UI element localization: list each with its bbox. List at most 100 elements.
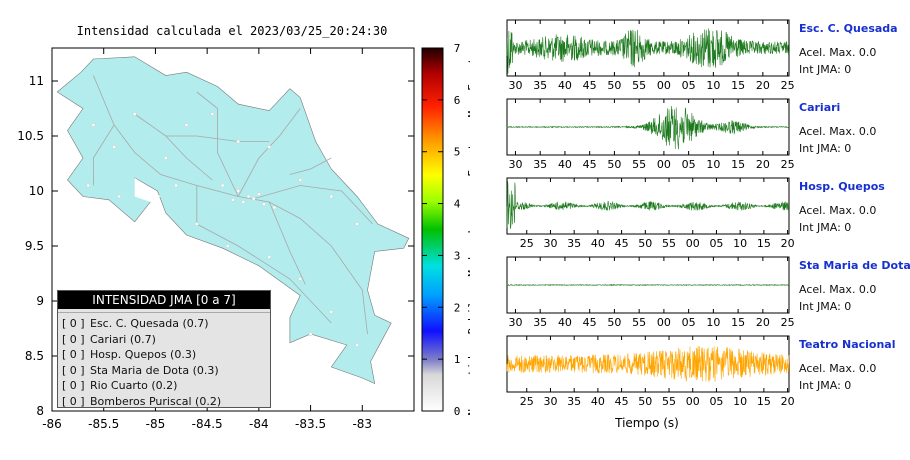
colorbar-labels: Muy Fuerte Fuerte Moderado Debil No sentido	[466, 51, 470, 415]
trace-tick-label: 25	[781, 79, 795, 92]
waveform-line	[506, 346, 790, 382]
trace-tick-label: 35	[567, 237, 581, 250]
trace-tick-label: 50	[607, 158, 621, 171]
time-axis-label: Tiempo (s)	[614, 416, 679, 430]
map-x-tick-label: -83.5	[295, 417, 326, 431]
station-accel-max: Acel. Max. 0.0	[799, 283, 877, 296]
road-network	[93, 75, 373, 335]
trace-tick-label: 20	[781, 237, 795, 250]
trace-tick-label: 35	[533, 316, 547, 329]
legend-row: [ 0 ] Rio Cuarto (0.2)	[62, 378, 266, 394]
trace-tick-label: 30	[508, 316, 522, 329]
station-name: Hosp. Quepos	[799, 180, 885, 193]
map-y-tick-label: 9.5	[25, 239, 44, 253]
trace-tick-label: 05	[709, 395, 723, 408]
station-name: Teatro Nacional	[799, 338, 896, 351]
colorbar-category-label: Moderado	[466, 224, 470, 277]
legend-row-code: [ 0 ]	[62, 348, 85, 361]
trace-tick-label: 15	[731, 79, 745, 92]
seismogram-trace-panel: 25 30 35 40 45 50 55 00 05 10 15 20	[506, 335, 795, 408]
trace-tick-label: 10	[706, 316, 720, 329]
station-accel-max: Acel. Max. 0.0	[799, 362, 877, 375]
trace-tick-label: 05	[682, 158, 696, 171]
intensity-map: Intensidad calculada el 2023/03/25_20:24…	[17, 24, 470, 431]
trace-tick-label: 55	[662, 395, 676, 408]
legend-row: [ 0 ] Cariari (0.7)	[62, 332, 266, 348]
waveform-line	[506, 28, 790, 74]
station-jma-intensity: Int JMA: 0	[799, 142, 852, 155]
colorbar-tick-label: 3	[454, 249, 461, 262]
seismogram-trace-panel: 30 35 40 45 50 55 00 05 10 15 20 25	[506, 256, 795, 329]
trace-tick-label: 25	[520, 395, 534, 408]
station-name: Esc. C. Quesada	[799, 22, 898, 35]
seismogram-trace-panel: 30 35 40 45 50 55 00 05 10 15 20 25	[506, 98, 795, 171]
colorbar-tick-label: 6	[454, 94, 461, 107]
trace-tick-label: 00	[686, 395, 700, 408]
station-name: Cariari	[799, 101, 841, 114]
waveform-line	[506, 180, 790, 229]
trace-tick-label: 40	[591, 237, 605, 250]
trace-tick-label: 50	[607, 316, 621, 329]
map-y-axis: 11 10.5 10 9.5 9 8.5 8	[17, 74, 414, 418]
legend-row-code: [ 0 ]	[62, 332, 85, 346]
station-accel-max: Acel. Max. 0.0	[799, 204, 877, 217]
trace-tick-label: 45	[615, 237, 629, 250]
trace-tick-label: 25	[781, 158, 795, 171]
intensity-colorbar	[421, 47, 444, 412]
intensity-legend: INTENSIDAD JMA [0 a 7] [ 0 ] Esc. C. Ques…	[57, 290, 271, 408]
station-jma-intensity: Int JMA: 0	[799, 63, 852, 76]
station-accel-max: Acel. Max. 0.0	[799, 46, 877, 59]
trace-tick-label: 05	[682, 316, 696, 329]
trace-tick-label: 45	[583, 79, 597, 92]
trace-tick-label: 15	[731, 316, 745, 329]
trace-tick-label: 35	[533, 79, 547, 92]
legend-row: [ 0 ] Sta Maria de Dota (0.3)	[62, 363, 266, 379]
trace-tick-label: 30	[508, 79, 522, 92]
legend-header: INTENSIDAD JMA [0 a 7]	[58, 291, 270, 309]
trace-tick-label: 00	[657, 316, 671, 329]
trace-tick-label: 00	[657, 79, 671, 92]
colorbar-category-label: Fuerte	[466, 137, 470, 177]
trace-tick-label: 40	[591, 395, 605, 408]
waveform-line	[506, 283, 790, 287]
legend-row-code: [ 0 ]	[62, 394, 85, 408]
map-y-tick-label: 8	[36, 404, 44, 418]
trace-tick-label: 10	[733, 237, 747, 250]
trace-tick-label: 50	[638, 237, 652, 250]
trace-tick-label: 30	[543, 395, 557, 408]
map-frame	[51, 47, 415, 412]
trace-tick-label: 15	[757, 395, 771, 408]
trace-tick-label: 05	[709, 237, 723, 250]
colorbar-tick-label: 1	[454, 353, 461, 366]
colorbar-tick-label: 7	[454, 42, 461, 55]
trace-tick-label: 50	[638, 395, 652, 408]
station-jma-intensity: Int JMA: 0	[799, 379, 852, 392]
trace-tick-label: 20	[756, 316, 770, 329]
trace-tick-label: 55	[632, 316, 646, 329]
trace-tick-label: 50	[607, 79, 621, 92]
colorbar-tick-label: 4	[454, 198, 461, 211]
station-jma-intensity: Int JMA: 0	[799, 221, 852, 234]
legend-row: [ 0 ] Bomberos Puriscal (0.2)	[62, 394, 266, 410]
legend-row-label: Hosp. Quepos (0.3)	[90, 348, 197, 361]
legend-row-label: Cariari (0.7)	[90, 332, 156, 346]
trace-tick-label: 45	[583, 316, 597, 329]
colorbar-tick-label: 0	[454, 405, 461, 418]
trace-tick-label: 25	[520, 237, 534, 250]
colorbar-tick-label: 2	[454, 301, 461, 314]
legend-row: [ 0 ] Esc. C. Quesada (0.7)	[62, 316, 266, 332]
station-markers	[86, 112, 359, 347]
trace-tick-label: 40	[558, 158, 572, 171]
colorbar-category-label: Muy Fuerte	[466, 51, 470, 117]
trace-tick-label: 45	[583, 158, 597, 171]
seismogram-trace-panel: 30 35 40 45 50 55 00 05 10 15 20 25	[506, 19, 795, 92]
map-title: Intensidad calculada el 2023/03/25_20:24…	[77, 24, 388, 38]
waveform-line	[506, 106, 790, 150]
map-x-tick-label: -86	[42, 417, 62, 431]
trace-tick-label: 10	[733, 395, 747, 408]
station-jma-intensity: Int JMA: 0	[799, 300, 852, 313]
costa-rica-landmass	[56, 56, 410, 385]
trace-tick-label: 20	[756, 158, 770, 171]
station-accel-max: Acel. Max. 0.0	[799, 125, 877, 138]
map-x-tick-label: -85.5	[88, 417, 119, 431]
